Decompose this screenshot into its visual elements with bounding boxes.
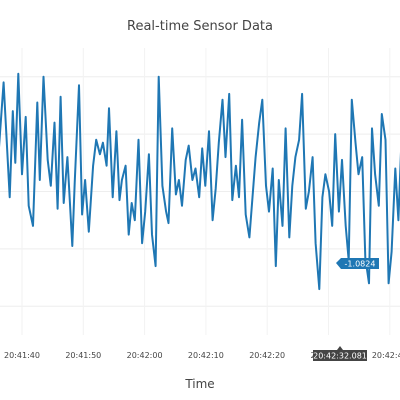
x-tick-label: 20:42:20 [249, 351, 285, 360]
series-line[interactable] [0, 72, 400, 312]
chart-title: Real-time Sensor Data [127, 19, 273, 34]
x-tick-label: 20:41:40 [4, 351, 40, 360]
x-axis-title: Time [184, 377, 214, 391]
hover-time-tooltip-box [313, 350, 367, 361]
x-tick-label: 20:42:40 [372, 351, 400, 360]
series-layer [0, 72, 400, 312]
gridlines [0, 48, 400, 335]
hover-value-tooltip: -1.0824 [336, 258, 379, 269]
hover-value-label: -1.0824 [345, 260, 376, 269]
x-tick-label: 20:42:00 [127, 351, 163, 360]
hover-time-tooltip: 20:42:32.081 [313, 346, 367, 361]
x-tick-label: 20:41:50 [65, 351, 101, 360]
hover-time-label: 20:42:32.081 [313, 352, 367, 361]
hover-value-tooltip-box [336, 258, 379, 269]
x-tick-label: 20:42:10 [188, 351, 224, 360]
hover-time-tooltip-arrow [337, 346, 343, 350]
